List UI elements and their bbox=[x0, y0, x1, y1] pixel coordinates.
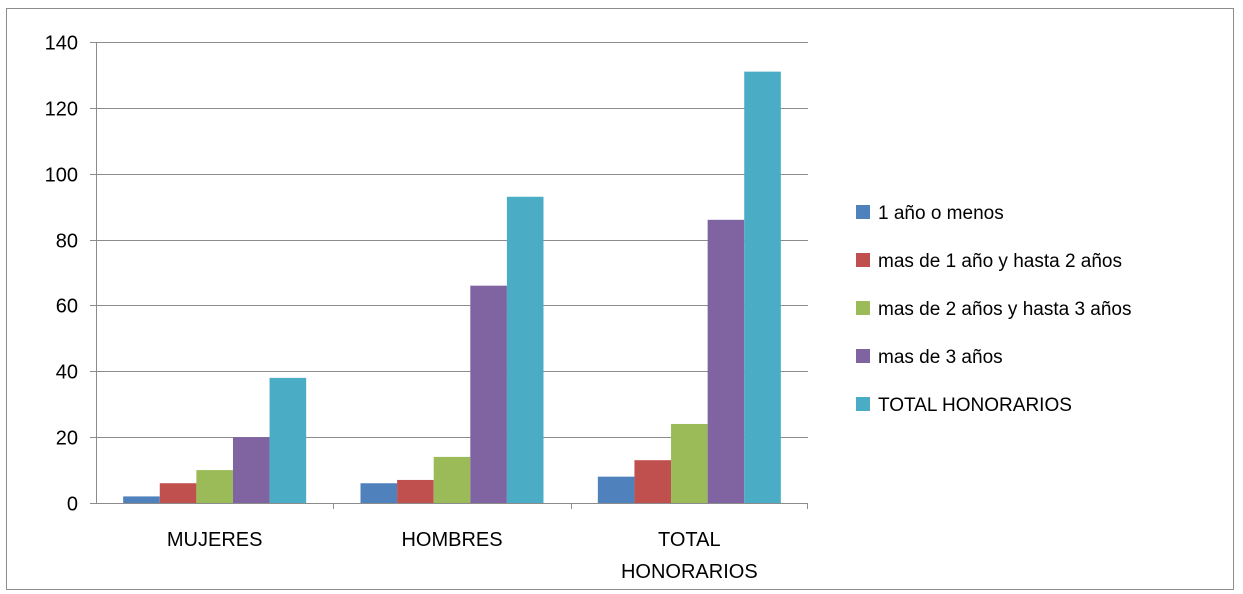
category-label: TOTAL bbox=[658, 529, 721, 551]
y-tick-label: 100 bbox=[45, 165, 78, 187]
y-tick-label: 140 bbox=[45, 33, 78, 55]
bar bbox=[506, 196, 544, 503]
bar bbox=[671, 423, 708, 503]
y-tick-label: 60 bbox=[56, 296, 78, 318]
category-label: MUJERES bbox=[167, 529, 263, 551]
legend-label: 1 año o menos bbox=[878, 203, 1004, 224]
legend-label: mas de 2 años y hasta 3 años bbox=[878, 299, 1132, 320]
bar bbox=[597, 476, 635, 503]
y-tick-label: 120 bbox=[45, 99, 78, 121]
bar bbox=[744, 71, 781, 503]
category-labels: MUJERES HOMBRES TOTAL HONORARIOS bbox=[167, 529, 758, 583]
y-tick-label: 80 bbox=[56, 231, 78, 253]
legend-swatch bbox=[856, 349, 870, 363]
category-label: HONORARIOS bbox=[621, 561, 758, 583]
legend-swatch bbox=[856, 397, 870, 411]
bar bbox=[232, 437, 270, 503]
bar bbox=[634, 460, 672, 503]
y-tick-labels: 0 20 40 60 80 100 120 140 bbox=[45, 33, 78, 516]
legend: 1 año o menos mas de 1 año y hasta 2 años… bbox=[856, 203, 1132, 416]
bar bbox=[397, 479, 434, 503]
bars bbox=[123, 71, 781, 504]
legend-swatch bbox=[856, 301, 870, 315]
bar bbox=[707, 219, 745, 504]
legend-label: TOTAL HONORARIOS bbox=[878, 395, 1072, 416]
y-tick-label: 20 bbox=[56, 428, 78, 450]
legend-label: mas de 3 años bbox=[878, 347, 1003, 368]
bar bbox=[159, 483, 197, 503]
legend-swatch bbox=[856, 253, 870, 267]
bar bbox=[470, 285, 507, 503]
bar bbox=[360, 483, 398, 503]
bar bbox=[433, 456, 471, 503]
y-tick-label: 40 bbox=[56, 362, 78, 384]
legend-label: mas de 1 año y hasta 2 años bbox=[878, 251, 1122, 272]
axes bbox=[90, 42, 808, 509]
category-label: HOMBRES bbox=[401, 529, 502, 551]
gridlines bbox=[96, 42, 808, 438]
bar bbox=[123, 496, 160, 503]
bar bbox=[269, 377, 307, 503]
y-tick-label: 0 bbox=[67, 494, 78, 516]
bar bbox=[196, 470, 233, 503]
legend-swatch bbox=[856, 205, 870, 219]
